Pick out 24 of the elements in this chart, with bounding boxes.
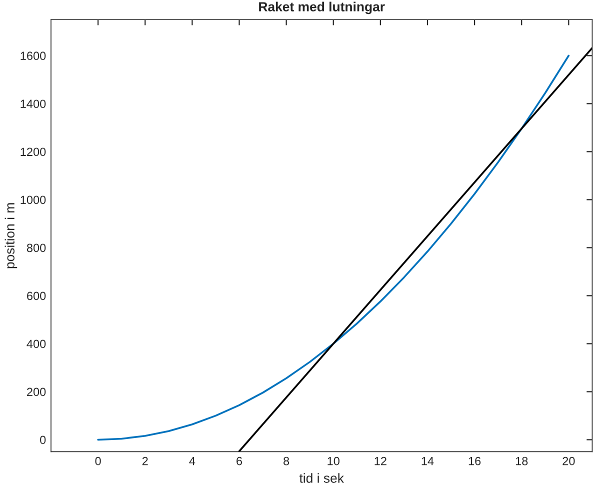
y-tick-label: 400 — [26, 340, 46, 348]
line-series — [97, 54, 570, 441]
y-tick-label: 0 — [40, 436, 46, 444]
x-tick-label: 18 — [516, 456, 528, 466]
y-tick-label: 800 — [26, 244, 46, 252]
x-tick-label: 16 — [468, 456, 481, 466]
y-tick-label: 1400 — [20, 100, 46, 108]
x-tick-label: 4 — [189, 457, 196, 466]
x-axis-title: tid i sek — [299, 473, 344, 483]
x-tick-label: 8 — [284, 456, 290, 466]
y-tick-label: 1600 — [20, 52, 46, 60]
y-tick-label: 600 — [27, 292, 46, 300]
y-axis-title: position i m — [4, 203, 18, 268]
y-tick-label: 1000 — [20, 196, 46, 204]
x-tick-label: 6 — [236, 456, 242, 466]
x-tick-label: 0 — [95, 456, 101, 466]
y-tick-label: 200 — [27, 388, 46, 396]
x-tick-label: 2 — [142, 456, 148, 466]
chart-title: Raket med lutningar — [259, 2, 385, 14]
x-tick-label: 20 — [562, 456, 575, 466]
x-tick-label: 12 — [374, 456, 386, 466]
y-tick-label: 1200 — [20, 148, 46, 156]
x-tick-label: 14 — [422, 457, 434, 466]
x-tick-label: 10 — [328, 456, 340, 466]
